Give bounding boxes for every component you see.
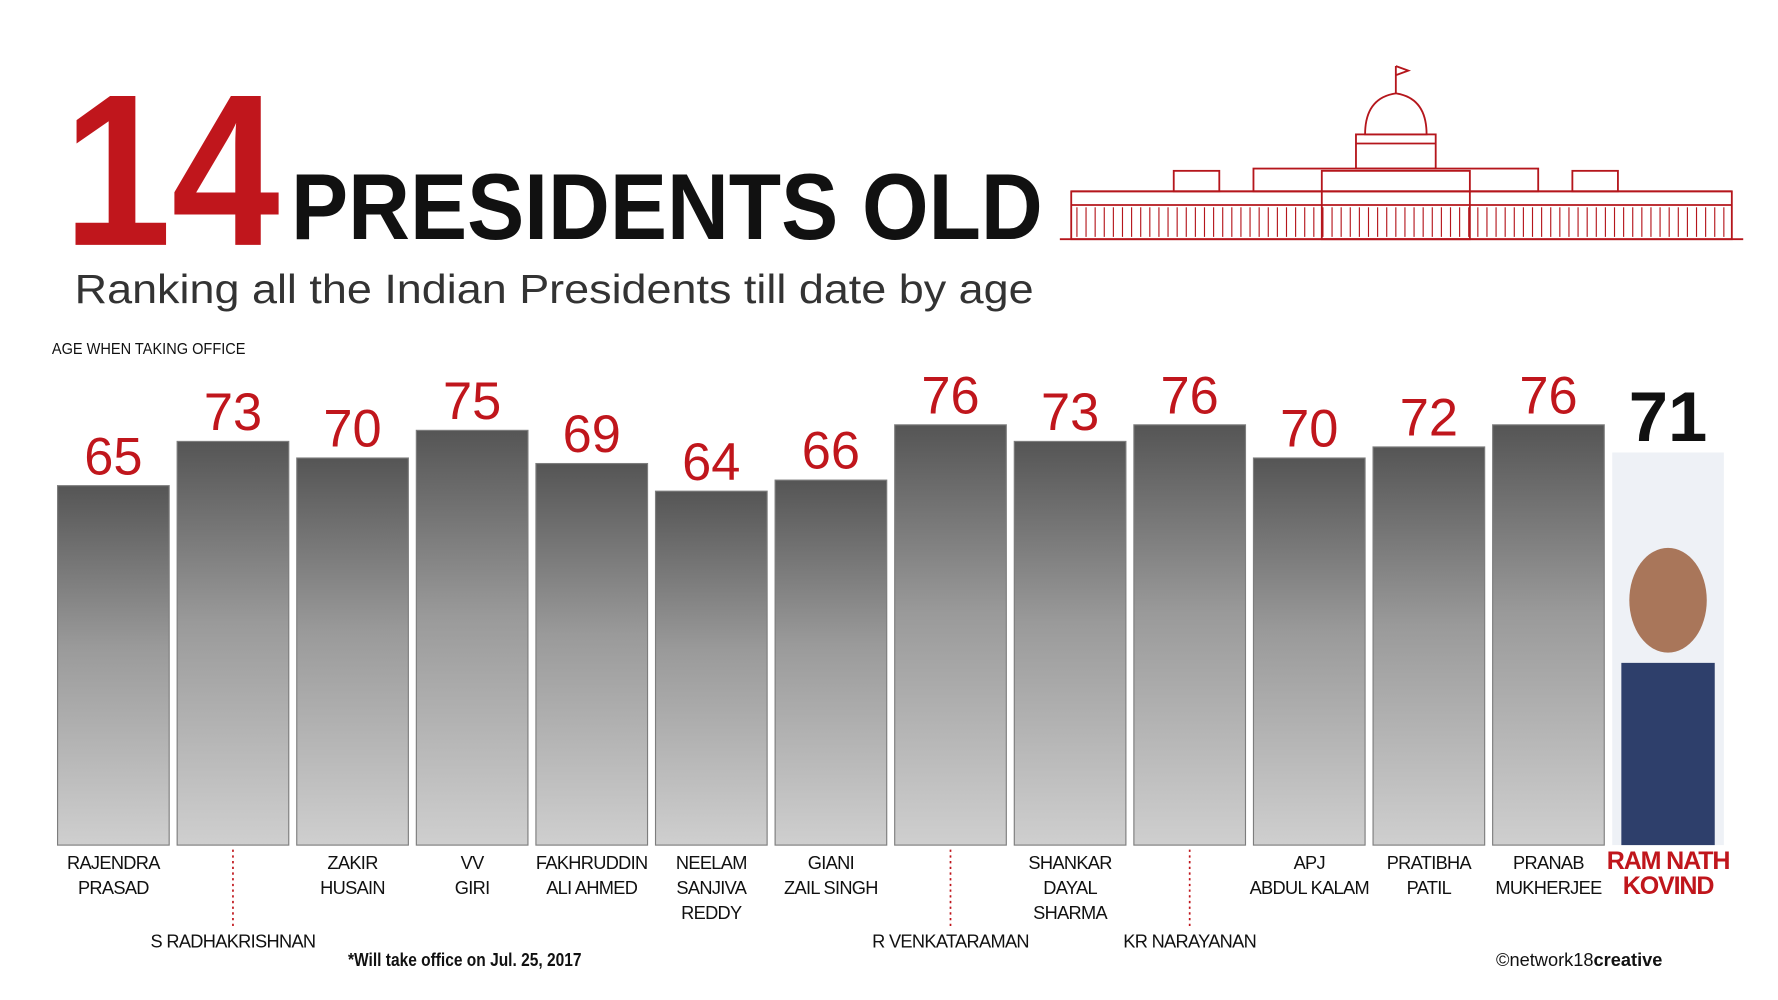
category-label: DAYAL [1043,878,1097,898]
value-label: 66 [802,423,860,481]
bar [654,490,768,846]
category-label: SANJIVA [676,878,747,898]
category-label: R VENKATARAMAN [872,932,1029,952]
bar [296,457,409,846]
value-label: 73 [204,384,262,442]
axis-label: AGE WHEN TAKING OFFICE [52,341,246,358]
value-label: 72 [1400,390,1458,448]
value-label: 64 [682,434,740,492]
category-label: FAKHRUDDIN [536,853,648,873]
value-label: 75 [443,373,501,431]
value-label: 70 [1280,401,1338,459]
title-number: 14 [63,49,279,291]
category-label: ZAIL SINGH [784,878,878,898]
figure-body [1621,662,1715,846]
category-label: SHANKAR [1028,853,1112,873]
category-label: VV [461,853,485,873]
category-label: PATIL [1407,878,1452,898]
bar [1492,424,1605,846]
bar [56,485,170,846]
category-label: APJ [1294,853,1325,873]
bar [1133,424,1247,846]
category-label: NEELAM [676,853,747,873]
category-label: MUKHERJEE [1495,878,1602,898]
value-label: 70 [323,401,381,459]
value-label: 76 [1519,367,1577,425]
category-label: REDDY [681,903,742,923]
credit-text: ©network18 [1496,950,1593,970]
category-label: ZAKIR [327,853,378,873]
credit-bold: creative [1594,950,1663,970]
bar [415,429,529,846]
chart-title: PRESIDENTS OLD [291,154,1043,259]
category-label: ABDUL KALAM [1250,878,1369,898]
value-label: 76 [1161,367,1219,425]
bar [176,440,290,846]
footnote: *Will take office on Jul. 25, 2017 [348,950,581,970]
category-label: PRANAB [1513,853,1584,873]
value-label: 73 [1041,384,1099,442]
value-label: 69 [563,406,621,464]
category-label: HUSAIN [320,878,385,898]
category-label: GIRI [455,878,490,898]
category-label: RAM NATH [1607,847,1730,875]
chart-subtitle: Ranking all the Indian Presidents till d… [75,266,1034,312]
building-illustration [1059,65,1744,241]
bar [1252,457,1366,846]
bar [535,462,649,846]
category-label: GIANI [808,853,854,873]
value-label: 65 [84,428,142,486]
category-label: ALI AHMED [546,878,638,898]
category-label: PRASAD [78,878,149,898]
category-label: KOVIND [1623,872,1715,900]
bar [774,479,888,846]
value-label: 71 [1629,377,1708,456]
category-label: S RADHAKRISHNAN [151,932,316,952]
category-label: SHARMA [1033,903,1108,923]
category-label: RAJENDRA [67,853,161,873]
bar [1013,440,1127,846]
bar [1372,446,1486,846]
value-label: 76 [921,367,979,425]
figure-head [1629,547,1707,653]
category-label: KR NARAYANAN [1123,932,1256,952]
credit: ©network18creative [1496,950,1662,970]
building-columns [1076,207,1725,237]
bar [894,424,1007,846]
category-label: PRATIBHA [1387,853,1473,873]
